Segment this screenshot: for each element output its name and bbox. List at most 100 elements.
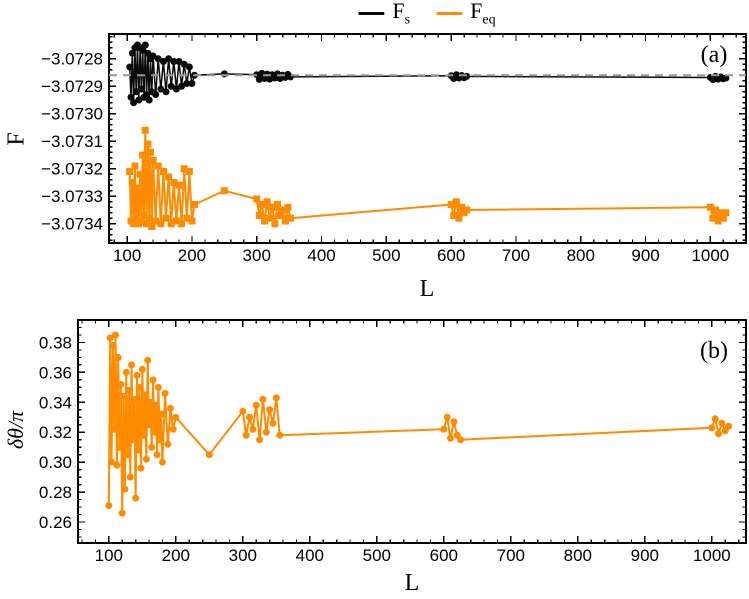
x-tick-label: 1000 <box>693 546 731 565</box>
x-tick-label: 1000 <box>691 246 729 265</box>
marker-circle <box>276 431 284 439</box>
marker-circle <box>166 404 174 412</box>
marker-circle <box>133 371 141 379</box>
marker-circle <box>130 395 138 403</box>
legend-label-feq-sub: eq <box>482 12 496 28</box>
marker-square <box>276 212 284 219</box>
y-tick-label: 0.34 <box>39 393 72 412</box>
marker-circle <box>718 419 726 427</box>
marker-circle <box>128 361 136 369</box>
marker-circle <box>220 70 228 78</box>
panel-b: 100 200 300 400 500 600 700 800 900 1000 0.26 0.28 0… <box>39 319 747 565</box>
marker-circle <box>126 473 134 481</box>
y-tick-label: −3.0734 <box>41 215 103 234</box>
marker-square <box>273 201 281 208</box>
marker-circle <box>256 436 264 444</box>
marker-square <box>175 181 183 189</box>
x-tick-label: 700 <box>502 246 530 265</box>
marker-circle <box>269 419 277 427</box>
marker-circle <box>715 430 723 438</box>
marker-square <box>188 217 196 225</box>
y-tick-label: −3.0728 <box>41 50 103 69</box>
y-tick-label: −3.0729 <box>41 77 103 96</box>
marker-square <box>706 203 714 211</box>
marker-square <box>167 220 175 228</box>
marker-square <box>131 162 139 170</box>
marker-circle <box>153 451 161 459</box>
series-Feq-line <box>128 129 727 228</box>
marker-circle <box>112 331 120 339</box>
marker-circle <box>169 425 177 433</box>
marker-circle <box>252 401 260 409</box>
legend-label-fs: Fs <box>392 0 410 27</box>
panel-b-tag: (b) <box>700 338 728 364</box>
x-tick-label: 900 <box>631 246 659 265</box>
marker-circle <box>259 395 267 403</box>
marker-circle <box>725 422 733 430</box>
marker-square <box>136 170 144 178</box>
x-tick-label: 600 <box>430 546 458 565</box>
marker-circle <box>134 446 142 454</box>
legend-label-fs-main: F <box>392 0 405 24</box>
marker-circle <box>157 85 165 93</box>
marker-circle <box>242 431 250 439</box>
marker-square <box>180 165 188 173</box>
marker-square <box>279 206 287 214</box>
y-tick-label: 0.36 <box>39 363 72 382</box>
marker-circle <box>126 63 134 71</box>
marker-circle <box>150 428 158 436</box>
x-tick-label: 400 <box>307 246 335 265</box>
marker-circle <box>143 91 151 98</box>
marker-circle <box>138 365 146 373</box>
marker-square <box>128 179 136 186</box>
marker-square <box>714 217 722 225</box>
marker-circle <box>165 55 173 63</box>
marker-square <box>455 214 463 222</box>
marker-square <box>170 179 178 186</box>
marker-circle <box>162 88 170 96</box>
marker-circle <box>463 72 471 80</box>
marker-square <box>148 223 156 230</box>
marker-square <box>261 217 269 225</box>
marker-circle <box>145 96 153 104</box>
legend-label-feq-main: F <box>470 0 483 24</box>
y-tick-label: 0.28 <box>39 483 72 502</box>
marker-circle <box>450 418 458 426</box>
marker-circle <box>129 436 137 444</box>
marker-circle <box>144 49 152 57</box>
marker-square <box>266 214 274 222</box>
marker-square <box>145 214 153 222</box>
panel-b-xlabel: L <box>404 570 420 596</box>
marker-square <box>183 214 191 222</box>
marker-circle <box>117 380 125 388</box>
y-tick-label: −3.0733 <box>41 187 103 206</box>
marker-circle <box>116 443 124 451</box>
feq-line-swatch-icon <box>436 12 463 16</box>
marker-circle <box>132 88 140 96</box>
marker-square <box>286 214 294 222</box>
marker-square <box>450 212 458 219</box>
x-tick-label: 200 <box>178 246 206 265</box>
series-Feq-line <box>107 334 730 515</box>
marker-circle <box>167 82 175 90</box>
legend-label-fs-sub: s <box>404 12 411 28</box>
marker-square <box>134 184 142 192</box>
x-tick-label: 100 <box>113 246 141 265</box>
marker-square <box>722 209 730 217</box>
marker-circle <box>142 455 150 463</box>
marker-circle <box>136 383 144 391</box>
legend-item-feq: Feq <box>436 0 496 28</box>
panel-a-tag: (a) <box>700 42 728 68</box>
marker-square <box>458 203 466 211</box>
marker-circle <box>708 424 716 432</box>
marker-circle <box>140 431 148 439</box>
marker-circle <box>172 413 180 421</box>
x-tick-label: 800 <box>567 246 595 265</box>
marker-circle <box>146 398 154 406</box>
panel-a-chart: 100 200 300 400 500 600 700 800 900 1000 −3.0728 −3… <box>41 33 747 265</box>
x-tick-label: 500 <box>372 246 400 265</box>
plot-frame <box>108 33 747 244</box>
marker-circle <box>145 421 153 429</box>
marker-circle <box>443 413 451 421</box>
